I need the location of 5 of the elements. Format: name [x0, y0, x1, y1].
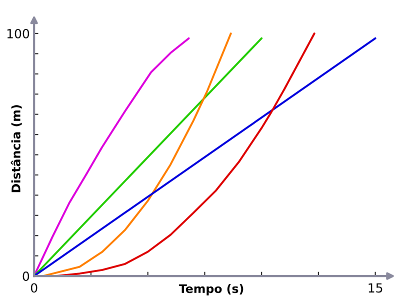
- x-tick-label: 15: [368, 283, 382, 293]
- y-axis-title: Distância (m): [10, 105, 22, 192]
- x-axis-title: Tempo (s): [178, 284, 244, 296]
- line-series: [34, 37, 190, 276]
- y-tick-label: 100: [7, 28, 30, 38]
